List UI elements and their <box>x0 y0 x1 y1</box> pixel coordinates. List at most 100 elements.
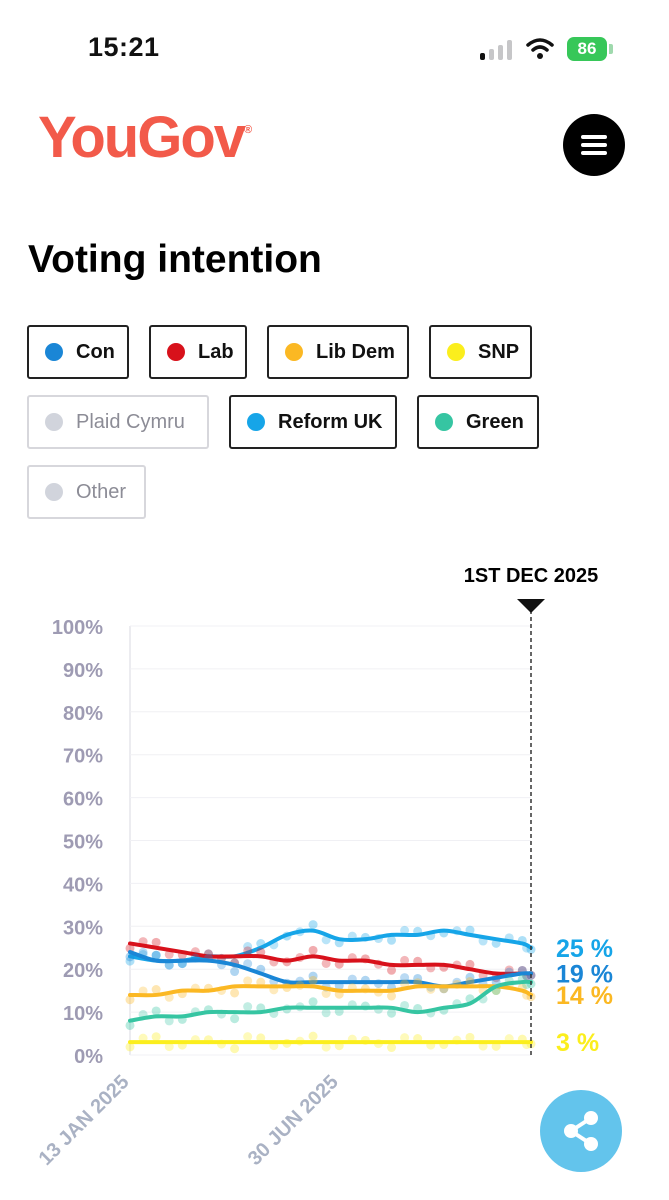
series-end-label: 3 % <box>556 1029 599 1057</box>
y-tick-label: 50% <box>63 832 103 854</box>
data-point <box>151 950 161 960</box>
data-point <box>151 950 161 960</box>
data-point <box>164 1016 174 1026</box>
data-point <box>387 935 397 945</box>
data-point <box>243 1002 253 1012</box>
y-tick-label: 10% <box>63 1003 103 1025</box>
yougov-logo[interactable]: YouGov® <box>38 104 252 171</box>
share-button[interactable] <box>540 1090 622 1172</box>
data-point <box>125 943 135 953</box>
wifi-icon <box>526 38 554 59</box>
data-point <box>308 920 318 930</box>
series-line <box>128 928 533 964</box>
data-point <box>243 1032 253 1042</box>
filter-label: Other <box>76 480 127 503</box>
voting-intention-chart: 0% 10% 20% 30% 40% 50% 60% 70% 80% 90% 100% 13 JAN … <box>35 565 613 1170</box>
party-color-dot <box>45 413 63 431</box>
status-time: 15:21 <box>88 32 160 62</box>
filter-label: Reform UK <box>278 410 383 433</box>
current-date-marker-icon <box>517 599 545 613</box>
y-tick-label: 80% <box>63 703 103 725</box>
data-point <box>400 1033 410 1043</box>
page-title: Voting intention <box>28 238 322 281</box>
data-point <box>465 977 475 987</box>
series-end-label: 25 % <box>556 935 613 963</box>
data-point <box>465 972 475 982</box>
battery-icon: 86 <box>567 37 607 61</box>
series-line <box>128 950 533 989</box>
series-line <box>128 941 533 976</box>
filter-label: Green <box>466 410 524 433</box>
logo-text: YouGov <box>38 105 246 170</box>
filter-label: Plaid Cymru <box>76 410 185 433</box>
status-bar: 15:21 86 <box>0 0 669 100</box>
filter-label: Lib Dem <box>316 340 395 363</box>
filter-label: SNP <box>478 340 520 363</box>
data-point <box>125 995 135 1005</box>
data-point <box>308 975 318 985</box>
data-point <box>164 1042 174 1052</box>
filter-chip-con[interactable]: Con <box>27 325 129 379</box>
data-point <box>230 967 240 977</box>
data-point <box>243 959 253 969</box>
data-point <box>230 1014 240 1024</box>
data-point <box>151 937 161 947</box>
data-point <box>387 1008 397 1018</box>
series-line <box>128 984 533 998</box>
data-point <box>125 956 135 966</box>
party-color-dot <box>45 343 63 361</box>
share-icon <box>564 1111 598 1151</box>
data-point <box>321 958 331 968</box>
filter-chip-lib-dem[interactable]: Lib Dem <box>267 325 409 379</box>
y-tick-label: 20% <box>63 960 103 982</box>
x-tick-label: 13 JAN 2025 <box>35 1071 134 1170</box>
y-tick-label: 0% <box>74 1046 103 1068</box>
series-end-label: 19 % <box>556 960 613 988</box>
data-point <box>125 1042 135 1052</box>
data-point <box>400 955 410 965</box>
party-color-dot <box>247 413 265 431</box>
filter-chip-other[interactable]: Other <box>27 465 146 519</box>
data-point <box>321 1008 331 1018</box>
y-tick-label: 60% <box>63 789 103 811</box>
data-point <box>308 945 318 955</box>
menu-bar <box>581 151 607 155</box>
filter-chip-reform-uk[interactable]: Reform UK <box>229 395 397 449</box>
series-line <box>128 979 533 1023</box>
data-point <box>151 985 161 995</box>
menu-bar <box>581 135 607 139</box>
filter-chip-green[interactable]: Green <box>417 395 539 449</box>
y-tick-label: 30% <box>63 917 103 939</box>
battery-cap <box>609 44 613 54</box>
filter-label: Lab <box>198 340 234 363</box>
party-color-dot <box>435 413 453 431</box>
menu-bar <box>581 143 607 147</box>
hamburger-menu-button[interactable] <box>563 114 625 176</box>
filter-chip-lab[interactable]: Lab <box>149 325 247 379</box>
data-point <box>243 946 253 956</box>
series-end-label: 14 % <box>556 982 613 1010</box>
y-tick-label: 100% <box>52 617 103 639</box>
data-point <box>151 1032 161 1042</box>
party-color-dot <box>285 343 303 361</box>
data-point <box>321 1042 331 1052</box>
data-point <box>387 991 397 1001</box>
cellular-signal-icon <box>480 40 514 60</box>
data-point <box>308 1031 318 1041</box>
x-tick-label: 30 JUN 2025 <box>244 1071 343 1170</box>
party-color-dot <box>45 483 63 501</box>
current-date-label: 1ST DEC 2025 <box>464 565 599 587</box>
filter-chip-plaid-cymru[interactable]: Plaid Cymru <box>27 395 209 449</box>
data-point <box>230 1044 240 1054</box>
data-point <box>151 1006 161 1016</box>
data-point <box>243 942 253 952</box>
data-point <box>308 997 318 1007</box>
data-point <box>243 976 253 986</box>
data-point <box>400 925 410 935</box>
data-point <box>125 1020 135 1030</box>
filter-chip-snp[interactable]: SNP <box>429 325 532 379</box>
y-tick-label: 70% <box>63 746 103 768</box>
data-point <box>308 971 318 981</box>
y-tick-label: 40% <box>63 874 103 896</box>
data-point <box>465 1032 475 1042</box>
